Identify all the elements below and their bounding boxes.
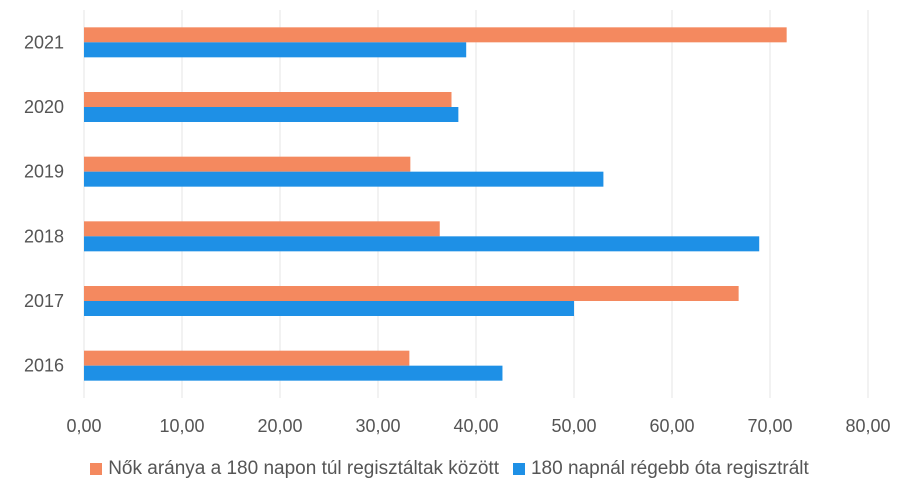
bars <box>84 27 787 381</box>
legend-label-series-2: 180 napnál régebb óta regisztrált <box>530 458 809 479</box>
legend: Nők aránya a 180 napon túl regisztáltak … <box>0 458 899 480</box>
legend-swatch-orange <box>90 463 103 475</box>
bar-2017-series-2 <box>84 301 574 316</box>
bar-2018-series-1 <box>84 221 440 237</box>
bar-2019-series-2 <box>84 171 604 187</box>
bar-2016-series-1 <box>84 350 410 366</box>
y-tick-label: 2016 <box>24 356 64 376</box>
x-tick-label: 40,00 <box>453 416 498 436</box>
bar-2021-series-2 <box>84 42 467 58</box>
x-tick-label: 10,00 <box>159 416 204 436</box>
x-tick-label: 30,00 <box>355 416 400 436</box>
gridlines <box>83 10 869 398</box>
x-axis-labels: 0,00 10,00 20,00 30,00 40,00 50,00 60,00 70,00 8… <box>66 416 890 436</box>
bar-2020-series-2 <box>84 107 459 122</box>
y-tick-label: 2020 <box>24 97 64 117</box>
x-tick-label: 20,00 <box>257 416 302 436</box>
bar-2021-series-1 <box>84 27 787 43</box>
bar-2020-series-1 <box>84 92 452 107</box>
x-tick-label: 0,00 <box>66 416 101 436</box>
x-tick-label: 70,00 <box>747 416 792 436</box>
legend-item-series-2: 180 napnál régebb óta regisztrált <box>512 458 809 480</box>
y-tick-label: 2018 <box>24 226 64 246</box>
legend-swatch-blue <box>512 463 525 475</box>
x-tick-label: 80,00 <box>845 416 890 436</box>
y-axis-labels: 2016 2017 2018 2019 2020 2021 <box>24 32 64 375</box>
legend-item-series-1: Nők aránya a 180 napon túl regisztáltak … <box>90 458 499 480</box>
x-tick-label: 60,00 <box>649 416 694 436</box>
bar-2016-series-2 <box>84 365 503 381</box>
legend-label-series-1: Nők aránya a 180 napon túl regisztáltak … <box>108 458 499 479</box>
y-tick-label: 2019 <box>24 162 64 182</box>
bar-2018-series-2 <box>84 236 760 252</box>
bar-2019-series-1 <box>84 156 411 172</box>
y-tick-label: 2017 <box>24 291 64 311</box>
bar-2017-series-1 <box>84 286 739 301</box>
y-tick-label: 2021 <box>24 32 64 52</box>
bar-chart: 2016 2017 2018 2019 2020 2021 0,00 10,00 20,00 3… <box>24 10 891 436</box>
x-tick-label: 50,00 <box>551 416 596 436</box>
